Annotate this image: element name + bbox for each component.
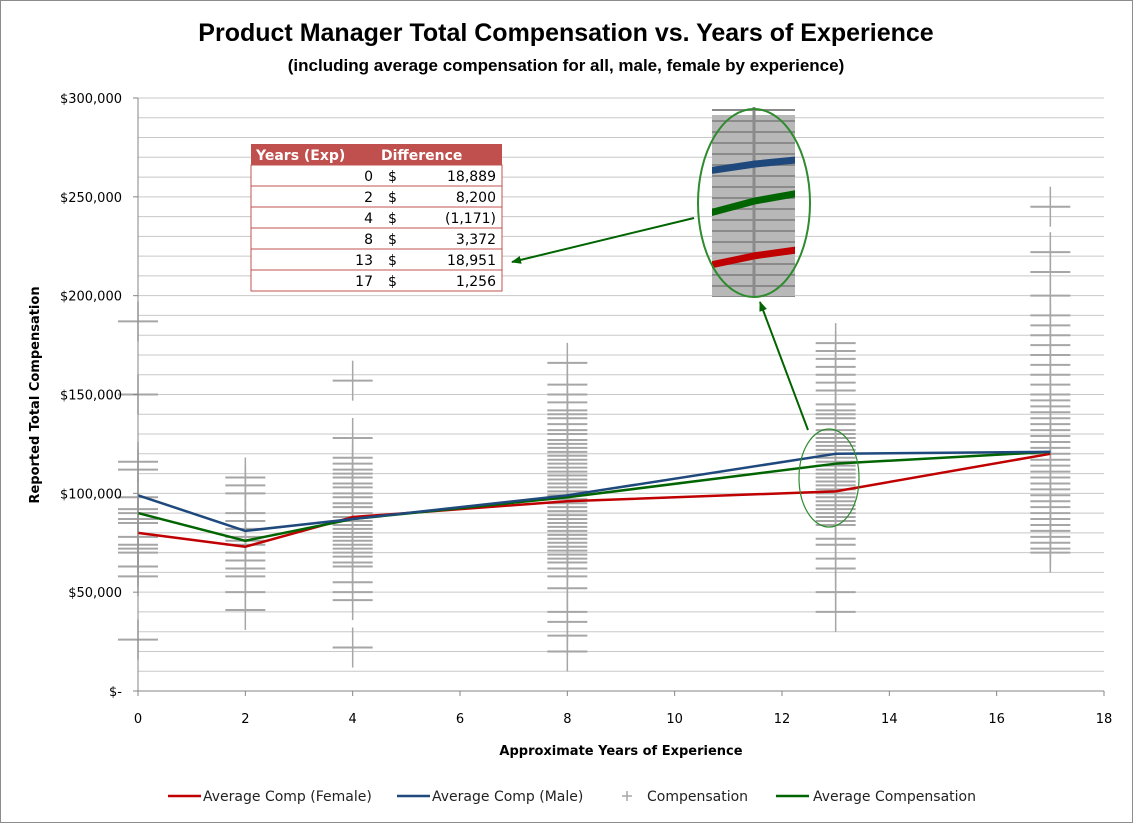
x-tick-label: 14 bbox=[881, 712, 898, 727]
inset-line bbox=[712, 246, 795, 269]
highlight-ellipse bbox=[798, 428, 860, 528]
table-row: 4 $ (1,171) bbox=[364, 211, 496, 227]
table-cell-currency: $ bbox=[388, 274, 397, 290]
table-cell-currency: $ bbox=[388, 211, 397, 227]
scatter-point bbox=[332, 360, 373, 401]
scatter-point bbox=[332, 580, 373, 621]
x-tick-label: 12 bbox=[774, 712, 791, 727]
table-cell-currency: $ bbox=[388, 253, 397, 269]
table-cell-value: 18,889 bbox=[447, 169, 496, 185]
x-tick-label: 4 bbox=[349, 712, 357, 727]
table-row: 17 $1,256 bbox=[355, 274, 496, 290]
inset-line bbox=[712, 190, 795, 216]
table-cell-value: 8,200 bbox=[456, 190, 496, 206]
legend-item: Compensation bbox=[622, 789, 748, 805]
scatter-point bbox=[332, 627, 373, 668]
table-cell-years: 17 bbox=[355, 274, 373, 290]
legend-label: Average Comp (Male) bbox=[432, 789, 583, 805]
compensation-scatter bbox=[118, 186, 1071, 672]
table-row: 8 $3,372 bbox=[364, 232, 496, 248]
y-tick-label: $150,000 bbox=[60, 389, 122, 404]
scatter-point bbox=[547, 631, 588, 672]
arrow-to-table bbox=[511, 217, 695, 264]
x-axis-ticks: 0 2 4 6 8 10 12 14 16 18 bbox=[134, 691, 1112, 727]
series-line-average-comp-male bbox=[137, 450, 1051, 533]
y-tick-label: $- bbox=[109, 685, 122, 700]
table-cell-years: 8 bbox=[364, 232, 373, 248]
y-axis-ticks: $- $50,000 $100,000 $150,000 $200,000 $250,00… bbox=[60, 92, 138, 700]
y-tick-label: $100,000 bbox=[60, 487, 122, 502]
legend-item: Average Comp (Female) bbox=[168, 789, 372, 805]
table-cell-value: 18,951 bbox=[447, 253, 496, 269]
legend: Average Comp (Female) Average Comp (Male)… bbox=[168, 789, 976, 805]
table-header-years: Years (Exp) bbox=[255, 148, 345, 164]
average-lines bbox=[137, 450, 1051, 548]
table-cell-years: 0 bbox=[364, 169, 373, 185]
x-tick-label: 18 bbox=[1096, 712, 1113, 727]
scatter-point bbox=[225, 589, 266, 630]
table-row: 0 $18,889 bbox=[364, 169, 496, 185]
legend-label: Compensation bbox=[647, 789, 748, 805]
x-tick-label: 0 bbox=[134, 712, 142, 727]
inset-line bbox=[712, 156, 795, 174]
y-tick-label: $50,000 bbox=[68, 586, 122, 601]
scatter-point bbox=[815, 591, 856, 632]
table-cell-value: 3,372 bbox=[456, 232, 496, 248]
y-tick-label: $250,000 bbox=[60, 191, 122, 206]
table-cell-years: 13 bbox=[355, 253, 373, 269]
table-cell-value: 1,256 bbox=[456, 274, 496, 290]
x-axis-title: Approximate Years of Experience bbox=[499, 744, 742, 759]
table-cell-currency: $ bbox=[388, 232, 397, 248]
table-header-bg bbox=[251, 144, 502, 165]
table-cell-currency: $ bbox=[388, 169, 397, 185]
table-cell-years: 2 bbox=[364, 190, 373, 206]
x-tick-label: 8 bbox=[563, 712, 571, 727]
table-row: 13 $18,951 bbox=[355, 253, 496, 269]
scatter-point bbox=[1030, 186, 1071, 227]
chart-subtitle: (including average compensation for all,… bbox=[288, 56, 844, 75]
arrow-to-inset bbox=[759, 301, 809, 431]
table-header-difference: Difference bbox=[381, 148, 462, 164]
x-tick-label: 6 bbox=[456, 712, 464, 727]
y-axis-title: Reported Total Compensation bbox=[28, 286, 43, 503]
table-rows: 0 $18,889 2 $8,200 4 $ (1,171) 8 $3,372 13 $18,951… bbox=[251, 169, 502, 290]
x-tick-label: 2 bbox=[241, 712, 249, 727]
legend-item: Average Comp (Male) bbox=[397, 789, 583, 805]
legend-item: Average Compensation bbox=[776, 789, 976, 805]
inset-ellipse bbox=[697, 108, 811, 298]
table-row: 2 $8,200 bbox=[364, 190, 496, 206]
legend-label: Average Compensation bbox=[813, 789, 976, 805]
x-tick-label: 10 bbox=[666, 712, 683, 727]
table-cell-value: (1,171) bbox=[445, 211, 496, 227]
y-tick-label: $300,000 bbox=[60, 92, 122, 107]
scatter-point bbox=[1030, 532, 1071, 573]
y-tick-label: $200,000 bbox=[60, 290, 122, 305]
x-tick-label: 16 bbox=[988, 712, 1005, 727]
table-cell-currency: $ bbox=[388, 190, 397, 206]
table-cell-years: 4 bbox=[364, 211, 373, 227]
legend-label: Average Comp (Female) bbox=[203, 789, 372, 805]
difference-table: Years (Exp) Difference 0 $18,889 2 $8,200 4 $… bbox=[250, 144, 503, 292]
chart-title: Product Manager Total Compensation vs. Y… bbox=[198, 19, 933, 47]
